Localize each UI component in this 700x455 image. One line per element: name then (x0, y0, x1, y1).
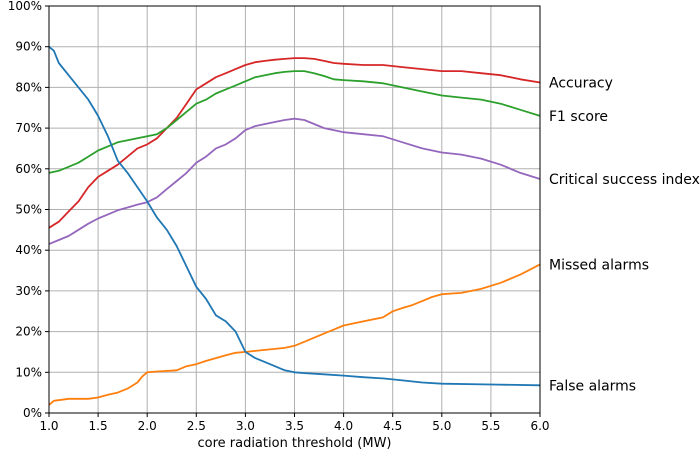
series-line-accuracy (48, 57, 541, 229)
y-tick-label: 80% (15, 80, 42, 94)
y-tick-label: 30% (15, 284, 42, 298)
series-labels: Accuracy F1 score Critical success index Mi… (549, 76, 700, 395)
series-line-missed-alarms (48, 263, 541, 406)
x-tick-label: 4.0 (334, 419, 353, 433)
series-lines (48, 46, 541, 406)
x-axis-label: core radiation threshold (MW) (197, 436, 391, 451)
series-label: Critical success index (549, 172, 700, 188)
axis-ticks: 1.0 1.5 2.0 2.5 3.0 3.5 4.0 4.5 5.0 5.5 6.0 0% 10% 20… (8, 0, 550, 433)
x-tick-label: 1.5 (89, 419, 108, 433)
x-tick-label: 3.5 (285, 419, 304, 433)
y-tick-label: 60% (15, 162, 42, 176)
y-tick-label: 50% (15, 203, 42, 217)
series-label: F1 score (549, 109, 608, 125)
x-tick-label: 5.5 (481, 419, 500, 433)
series-label: False alarms (549, 378, 636, 394)
x-tick-label: 6.0 (530, 419, 549, 433)
y-tick-label: 100% (8, 0, 42, 13)
x-tick-label: 1.0 (39, 419, 58, 433)
x-tick-label: 2.0 (138, 419, 157, 433)
x-tick-label: 4.5 (383, 419, 402, 433)
series-label: Accuracy (549, 76, 613, 92)
y-tick-label: 20% (15, 325, 42, 339)
y-tick-label: 0% (23, 406, 42, 420)
x-tick-label: 3.0 (236, 419, 255, 433)
y-tick-label: 70% (15, 121, 42, 135)
series-line-f1-score (48, 70, 541, 174)
series-line-critical-success-index (48, 117, 541, 245)
series-line-false-alarms (48, 46, 541, 387)
y-tick-label: 40% (15, 243, 42, 257)
y-tick-label: 90% (15, 40, 42, 54)
x-tick-label: 2.5 (187, 419, 206, 433)
x-tick-label: 5.0 (432, 419, 451, 433)
y-tick-label: 10% (15, 365, 42, 379)
series-label: Missed alarms (549, 257, 649, 273)
